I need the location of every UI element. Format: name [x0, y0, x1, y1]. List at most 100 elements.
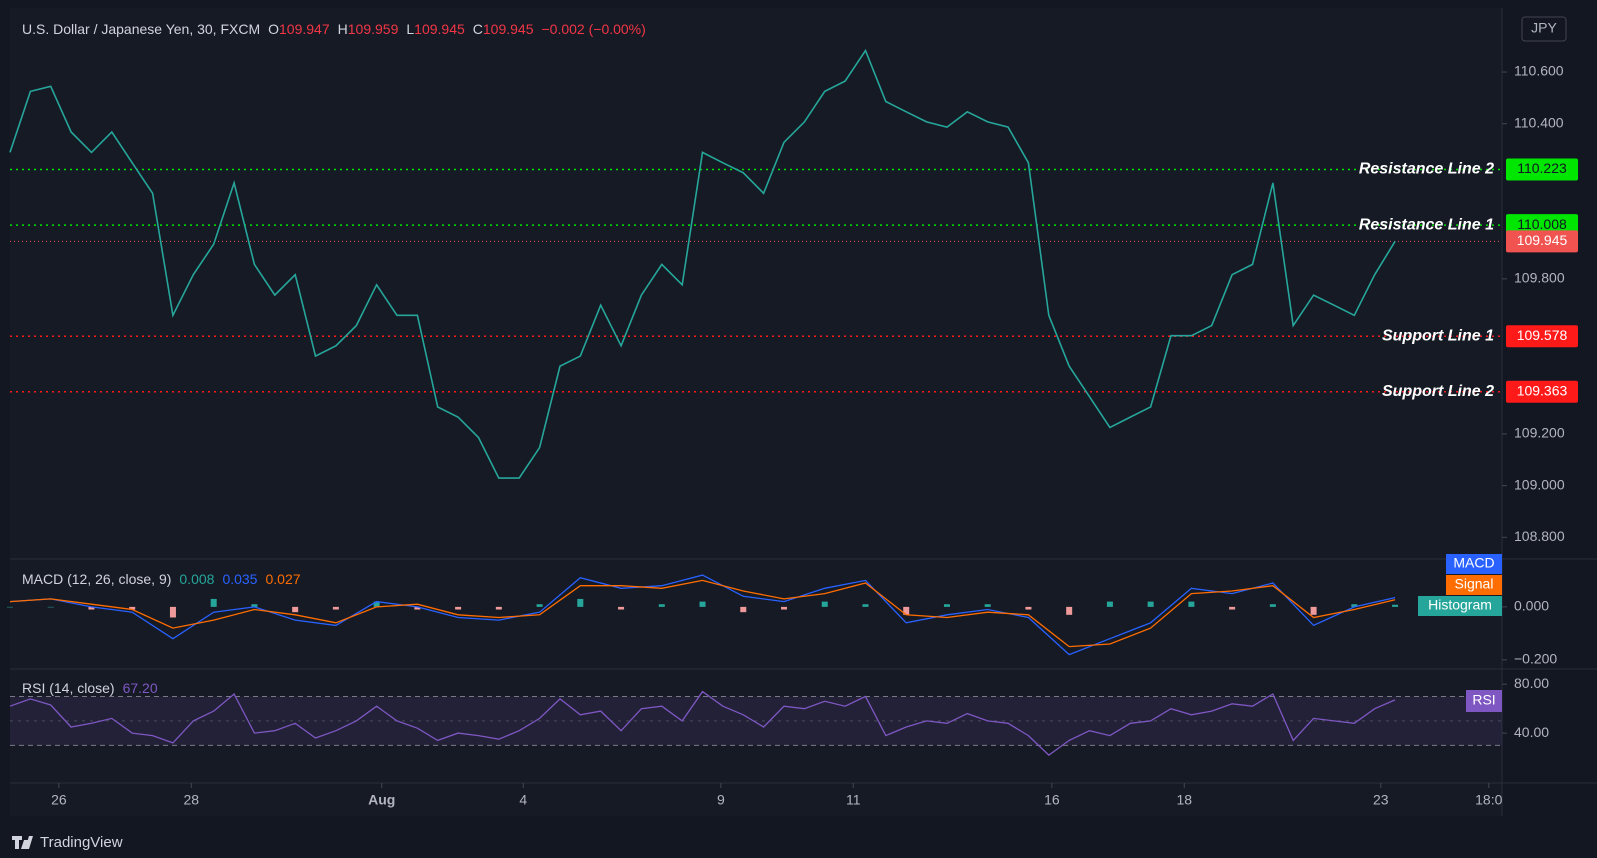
brand-logo [12, 836, 33, 849]
histogram-bar [821, 601, 828, 607]
pane-header: MACD (12, 26, close, 9) 0.008 0.035 0.027 [22, 571, 301, 587]
series-line [9, 690, 1396, 756]
price-tag [1506, 230, 1578, 253]
x-tick-label: 9 [717, 792, 725, 808]
legend-entry: Histogram [1428, 597, 1492, 613]
pane-header: RSI (14, close) 67.20 [22, 680, 158, 696]
y-tick-label: −0.200 [1514, 651, 1557, 667]
ohlc-value: 109.947 [279, 21, 330, 37]
price-tag [1506, 158, 1578, 181]
pane-header: U.S. Dollar / Japanese Yen, 30, FXCM O109… [22, 21, 646, 37]
y-tick-label: 110.600 [1514, 63, 1564, 79]
histogram-bar [7, 606, 13, 608]
legend-entry: MACD [1453, 555, 1494, 571]
legend-entry: RSI [1472, 692, 1495, 708]
x-tick-label: 28 [183, 792, 199, 808]
price-tag-label: 109.578 [1517, 327, 1568, 343]
x-tick-label: 4 [519, 792, 527, 808]
y-tick-label: 109.200 [1514, 425, 1565, 441]
price-tag [1506, 380, 1578, 403]
histogram-bar [129, 606, 136, 610]
histogram-bar [536, 604, 543, 607]
y-tick-label: 0.000 [1514, 598, 1549, 614]
indicator-value: 67.20 [123, 680, 158, 696]
histogram-bar [1147, 601, 1154, 607]
x-tick-label: 11 [846, 792, 861, 808]
histogram-bar [740, 606, 747, 613]
series-line [9, 574, 1396, 656]
histogram-bar [1229, 606, 1236, 610]
y-tick-label: 109.000 [1514, 476, 1565, 492]
price-tag-label: 110.008 [1517, 216, 1567, 232]
histogram-bar [414, 606, 421, 610]
ohlc-key: O [268, 21, 279, 37]
price-tag-label: 110.223 [1517, 160, 1567, 176]
legend-badge [1446, 554, 1502, 574]
histogram-bar [1188, 601, 1195, 607]
indicator-value: 0.035 [222, 571, 257, 587]
x-tick-label: 23 [1373, 792, 1389, 808]
histogram-bar [1351, 604, 1358, 607]
x-tick-label: 16 [1044, 792, 1060, 808]
level-name: Resistance Line 1 [1359, 216, 1494, 233]
histogram-bar [332, 606, 339, 610]
histogram-bar [1066, 606, 1073, 615]
ohlc-value: 109.959 [348, 21, 399, 37]
price-tag-label: 109.363 [1517, 382, 1568, 398]
indicator-title: MACD (12, 26, close, 9) [22, 571, 171, 587]
ohlc-value: 109.945 [483, 21, 534, 37]
ohlc-key: C [473, 21, 483, 37]
x-tick-label: 26 [51, 792, 67, 808]
histogram-bar [47, 606, 54, 608]
legend-badge [1418, 596, 1502, 616]
plot-area [10, 8, 1502, 816]
histogram-bar [658, 604, 665, 607]
level-name: Resistance Line 2 [1359, 161, 1494, 178]
level-name: Support Line 1 [1382, 327, 1494, 344]
x-tick-label: 18:0 [1475, 792, 1502, 808]
price-tag [1506, 325, 1578, 348]
series-line [9, 579, 1396, 648]
legend-badge [1446, 575, 1502, 595]
histogram-bar [455, 606, 462, 610]
histogram-bar [210, 598, 217, 607]
histogram-bar [1025, 606, 1032, 610]
y-tick-label: 109.800 [1514, 270, 1565, 286]
y-tick-label: 110.400 [1514, 114, 1564, 130]
histogram-bar [373, 601, 380, 607]
histogram-bar [577, 598, 584, 607]
x-tick-label: 18 [1176, 792, 1192, 808]
histogram-bar [1392, 604, 1399, 607]
ohlc-value: 109.945 [414, 21, 465, 37]
legend-badge [1466, 690, 1502, 712]
histogram-bar [903, 606, 910, 615]
histogram-bar [1310, 606, 1317, 615]
ohlc-key: H [338, 21, 348, 37]
histogram-bar [943, 604, 950, 607]
price-tag-label: 109.945 [1517, 232, 1568, 248]
y-tick-label: 108.800 [1514, 528, 1565, 544]
currency-badge [1521, 16, 1567, 42]
histogram-bar [251, 604, 258, 607]
histogram-bar [88, 606, 95, 610]
histogram-bar [1269, 604, 1276, 607]
histogram-bar [862, 604, 869, 607]
indicator-value: 0.027 [265, 571, 300, 587]
indicator-title: RSI (14, close) [22, 680, 115, 696]
indicator-value: 0.008 [179, 571, 214, 587]
histogram-bar [781, 606, 788, 610]
histogram-bar [699, 601, 706, 607]
histogram-bar [292, 606, 299, 613]
series-line [9, 48, 1396, 479]
y-tick-label: 80.00 [1514, 675, 1549, 691]
histogram-bar [495, 606, 502, 610]
y-tick-label: 40.00 [1514, 724, 1549, 740]
histogram-bar [984, 604, 991, 607]
ohlc-key: L [406, 21, 414, 37]
level-name: Support Line 2 [1382, 383, 1494, 400]
histogram-bar [169, 606, 176, 618]
price-change: −0.002 (−0.00%) [542, 21, 646, 37]
currency-label: JPY [1531, 20, 1557, 36]
histogram-bar [618, 606, 625, 610]
